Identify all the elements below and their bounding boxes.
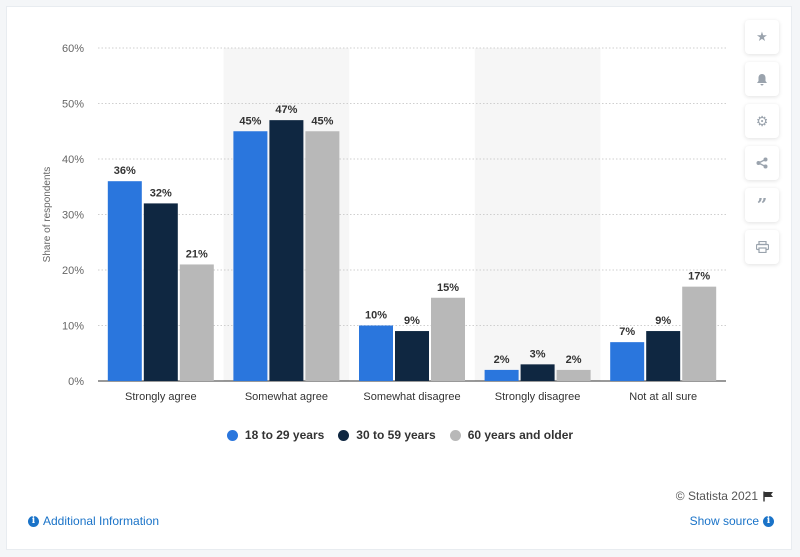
x-tick-label: Somewhat disagree bbox=[363, 391, 460, 403]
legend-swatch bbox=[338, 429, 350, 441]
data-label: 32% bbox=[150, 187, 172, 199]
data-label: 21% bbox=[186, 248, 208, 260]
bar bbox=[107, 181, 142, 381]
y-tick-label: 50% bbox=[62, 99, 84, 111]
additional-information-label: Additional Information bbox=[43, 514, 160, 528]
bar bbox=[305, 131, 340, 381]
bar bbox=[556, 369, 591, 381]
quote-icon: ” bbox=[756, 194, 768, 216]
bar bbox=[143, 203, 178, 381]
additional-information-link[interactable]: i Additional Information bbox=[28, 514, 159, 528]
info-icon: i bbox=[763, 515, 774, 527]
show-source-link[interactable]: Show source i bbox=[690, 514, 774, 528]
y-tick-label: 30% bbox=[62, 210, 84, 222]
data-label: 7% bbox=[619, 326, 635, 338]
chart-legend: 18 to 29 years 30 to 59 years 60 years a… bbox=[0, 428, 800, 442]
bar bbox=[431, 297, 465, 381]
y-tick-label: 0% bbox=[68, 376, 84, 388]
data-label: 45% bbox=[239, 115, 261, 127]
legend-label: 18 to 29 years bbox=[244, 428, 325, 442]
y-axis-title: Share of respondents bbox=[42, 167, 53, 263]
data-label: 2% bbox=[494, 354, 510, 366]
share-button[interactable] bbox=[745, 146, 779, 180]
flag-icon bbox=[763, 491, 773, 501]
data-label: 10% bbox=[365, 310, 387, 322]
bar bbox=[269, 120, 304, 382]
info-icon: i bbox=[28, 515, 39, 527]
x-tick-label: Not at all sure bbox=[629, 391, 697, 403]
print-icon bbox=[755, 241, 769, 253]
bar bbox=[359, 325, 393, 381]
bar bbox=[610, 342, 645, 381]
bar bbox=[646, 331, 681, 381]
y-tick-label: 60% bbox=[62, 43, 84, 55]
legend-swatch bbox=[226, 429, 238, 441]
data-label: 47% bbox=[275, 104, 297, 116]
legend-label: 60 years and older bbox=[467, 428, 574, 442]
data-label: 17% bbox=[688, 271, 710, 283]
star-icon: ★ bbox=[756, 29, 768, 44]
gear-icon: ⚙ bbox=[755, 112, 769, 129]
bar bbox=[233, 131, 268, 381]
data-label: 45% bbox=[311, 115, 333, 127]
credit-text: © Statista 2021 bbox=[675, 489, 758, 503]
data-label: 2% bbox=[566, 354, 582, 366]
y-tick-label: 20% bbox=[62, 265, 84, 277]
legend-label: 30 to 59 years bbox=[356, 428, 436, 442]
x-tick-label: Strongly disagree bbox=[495, 391, 581, 403]
data-label: 3% bbox=[530, 348, 546, 360]
bar bbox=[520, 364, 555, 381]
statista-credit[interactable]: © Statista 2021 bbox=[676, 489, 774, 503]
category-band bbox=[474, 48, 601, 381]
data-label: 15% bbox=[437, 282, 459, 294]
settings-button[interactable]: ⚙ bbox=[745, 104, 779, 138]
notification-button[interactable] bbox=[745, 62, 779, 96]
legend-item-60-plus[interactable]: 60 years and older bbox=[449, 428, 574, 442]
data-label: 9% bbox=[404, 315, 420, 327]
print-button[interactable] bbox=[745, 230, 779, 264]
share-icon bbox=[756, 157, 768, 169]
y-tick-label: 10% bbox=[62, 321, 84, 333]
data-label: 9% bbox=[655, 315, 671, 327]
data-label: 36% bbox=[114, 165, 136, 177]
show-source-label: Show source bbox=[689, 514, 759, 528]
cite-button[interactable]: ” bbox=[745, 188, 779, 222]
legend-item-30-59[interactable]: 30 to 59 years bbox=[338, 428, 436, 442]
favorite-button[interactable]: ★ bbox=[745, 20, 779, 54]
legend-item-18-29[interactable]: 18 to 29 years bbox=[226, 428, 325, 442]
bar bbox=[395, 331, 429, 381]
x-tick-label: Somewhat agree bbox=[245, 391, 328, 403]
y-tick-label: 40% bbox=[62, 154, 84, 166]
bar bbox=[179, 264, 214, 381]
bar bbox=[484, 369, 519, 381]
legend-swatch bbox=[449, 429, 461, 441]
bar bbox=[682, 286, 717, 381]
bell-icon bbox=[757, 73, 767, 85]
x-tick-label: Strongly agree bbox=[125, 391, 197, 403]
